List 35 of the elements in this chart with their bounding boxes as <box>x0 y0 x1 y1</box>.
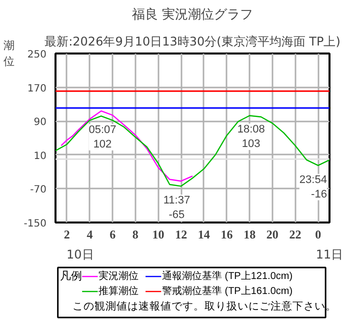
x-tick-label: 6 <box>110 228 116 242</box>
legend-label: 通報潮位基準 (TP上121.0cm) <box>162 270 293 282</box>
legend-title: 凡例 <box>60 270 82 282</box>
annotation: 05:07 102 <box>88 124 116 150</box>
x-tick-label: 16 <box>220 228 233 242</box>
y-tick-label: 90 <box>34 117 47 128</box>
x-tick-label: 10 <box>152 228 164 242</box>
x-tick-label: 20 <box>266 228 278 242</box>
y-tick-label: 170 <box>27 83 47 94</box>
annotation: 18:08 103 <box>237 124 265 150</box>
x-tick-label: 2 <box>64 228 70 242</box>
x-tick-label: 12 <box>175 228 188 242</box>
text: この観測値は速報値です。取り扱いにご注意下さい。 <box>72 300 337 312</box>
text: 11日 <box>316 248 344 262</box>
legend-label: 実況潮位 <box>98 270 139 282</box>
x-tick-label: 4 <box>86 228 93 242</box>
x-tick-label: 22 <box>289 228 302 242</box>
line-series <box>56 115 330 187</box>
x-tick-label: 8 <box>132 228 138 242</box>
y-tick-label: 250 <box>27 50 47 60</box>
x-tick-label: 14 <box>198 228 210 242</box>
y-axis-title: 潮位 <box>4 39 14 68</box>
annotation: 11:37 -65 <box>163 194 190 221</box>
x-tick-label: 0 <box>315 228 322 242</box>
chart-title: 福良 実況潮位グラフ <box>132 6 254 22</box>
x-tick-label: 18 <box>244 228 256 242</box>
text: 10日 <box>66 248 94 262</box>
line-series <box>60 110 194 182</box>
annotation: 23:54 -16 <box>299 174 327 200</box>
y-tick-label: -70 <box>30 184 47 196</box>
y-tick-label: 10 <box>34 150 47 162</box>
y-tick-label: -150 <box>24 218 47 230</box>
legend-label: 警戒潮位基準 (TP上161.0cm) <box>162 285 293 297</box>
legend-label: 推算潮位 <box>98 285 139 297</box>
chart-subtitle: 最新:2026年9月10日13時30分(東京湾平均海面 TP上) <box>44 34 340 48</box>
